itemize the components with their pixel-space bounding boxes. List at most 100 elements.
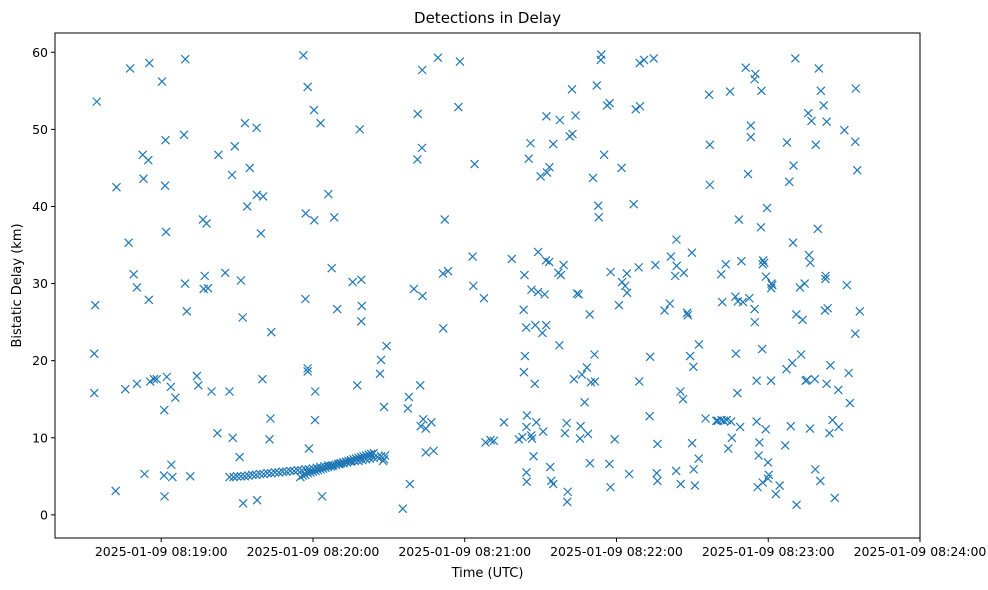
data-point-marker	[285, 466, 295, 476]
data-point-marker	[336, 458, 346, 468]
data-point-marker	[792, 500, 801, 510]
data-point-marker	[152, 374, 162, 384]
data-point-marker	[520, 351, 530, 361]
data-point-marker	[830, 493, 840, 503]
data-point-marker	[355, 124, 365, 134]
data-point-marker	[605, 482, 615, 492]
data-point-marker	[842, 280, 852, 290]
data-point-marker	[92, 97, 102, 107]
data-point-marker	[634, 377, 644, 386]
data-point-marker	[588, 173, 598, 183]
data-point-marker	[590, 350, 599, 359]
data-point-marker	[417, 65, 427, 75]
data-point-marker	[694, 454, 704, 464]
data-point-marker	[746, 132, 756, 142]
data-point-marker	[180, 54, 190, 64]
data-point-marker	[734, 215, 744, 225]
data-point-marker	[520, 270, 529, 280]
data-point-marker	[351, 454, 361, 464]
data-point-marker	[790, 54, 800, 63]
plot-frame	[54, 32, 921, 539]
data-point-marker	[203, 283, 213, 293]
y-tick-label: 20	[32, 353, 48, 368]
data-point-marker	[228, 433, 238, 443]
data-point-marker	[786, 421, 796, 431]
data-point-marker	[238, 498, 248, 508]
data-point-marker	[536, 171, 546, 181]
data-point-marker	[800, 279, 810, 288]
data-point-marker	[803, 108, 813, 118]
data-point-marker	[821, 271, 831, 281]
data-point-marker	[182, 306, 192, 316]
data-point-marker	[726, 417, 736, 427]
data-point-marker	[310, 387, 320, 396]
data-point-marker	[590, 377, 600, 386]
data-point-marker	[635, 101, 645, 111]
data-point-marker	[721, 259, 731, 269]
data-point-marker	[717, 297, 727, 307]
data-point-marker	[758, 478, 768, 487]
data-point-marker	[90, 300, 100, 310]
data-point-marker	[270, 468, 280, 477]
data-point-marker	[583, 429, 593, 439]
data-point-marker	[240, 118, 250, 128]
data-point-marker	[200, 271, 210, 281]
data-point-marker	[676, 479, 686, 489]
data-point-marker	[303, 82, 313, 92]
data-point-marker	[562, 497, 572, 507]
data-point-marker	[780, 441, 790, 450]
data-point-marker	[758, 256, 768, 265]
data-point-marker	[631, 104, 641, 114]
data-point-marker	[804, 250, 814, 260]
data-point-marker	[524, 154, 534, 164]
data-point-marker	[316, 118, 325, 128]
data-point-marker	[255, 469, 265, 479]
x-axis-label: Time (UTC)	[451, 566, 524, 581]
data-point-marker	[563, 487, 573, 497]
data-point-marker	[531, 417, 541, 427]
x-tick-label: 2025-01-09 08:24:00	[854, 544, 987, 559]
data-point-marker	[851, 84, 861, 93]
data-point-marker	[303, 468, 313, 478]
data-point-marker	[567, 84, 577, 94]
data-point-marker	[816, 86, 826, 96]
data-point-marker	[572, 289, 582, 299]
data-point-marker	[834, 422, 844, 432]
data-point-marker	[348, 277, 358, 287]
data-point-marker	[687, 438, 697, 448]
data-point-marker	[89, 349, 99, 359]
data-point-marker	[660, 306, 669, 315]
data-point-marker	[179, 130, 189, 140]
data-point-marker	[526, 138, 535, 148]
data-point-marker	[576, 421, 586, 431]
data-point-marker	[443, 266, 453, 276]
data-point-marker	[825, 428, 834, 438]
data-point-marker	[610, 434, 620, 444]
data-point-marker	[788, 238, 798, 248]
data-point-marker	[679, 268, 689, 278]
data-point-marker	[479, 293, 489, 303]
data-point-marker	[541, 320, 551, 330]
data-point-marker	[752, 376, 762, 386]
data-point-marker	[719, 416, 729, 426]
data-point-marker	[622, 288, 632, 298]
data-point-marker	[354, 453, 363, 463]
data-point-marker	[120, 384, 130, 394]
data-point-marker	[266, 327, 276, 337]
data-point-marker	[380, 451, 390, 460]
data-point-marker	[124, 238, 134, 248]
data-point-marker	[527, 285, 536, 295]
data-point-marker	[617, 163, 626, 173]
data-point-marker	[341, 457, 351, 467]
data-point-marker	[167, 472, 177, 482]
data-point-marker	[125, 64, 135, 73]
data-point-marker	[538, 427, 548, 437]
data-point-marker	[540, 289, 550, 299]
data-point-marker	[701, 414, 710, 423]
data-point-marker	[810, 464, 820, 474]
data-point-marker	[247, 470, 257, 480]
data-point-marker	[725, 87, 735, 97]
data-point-marker	[295, 472, 305, 482]
data-point-marker	[409, 284, 419, 294]
data-point-marker	[814, 64, 824, 73]
